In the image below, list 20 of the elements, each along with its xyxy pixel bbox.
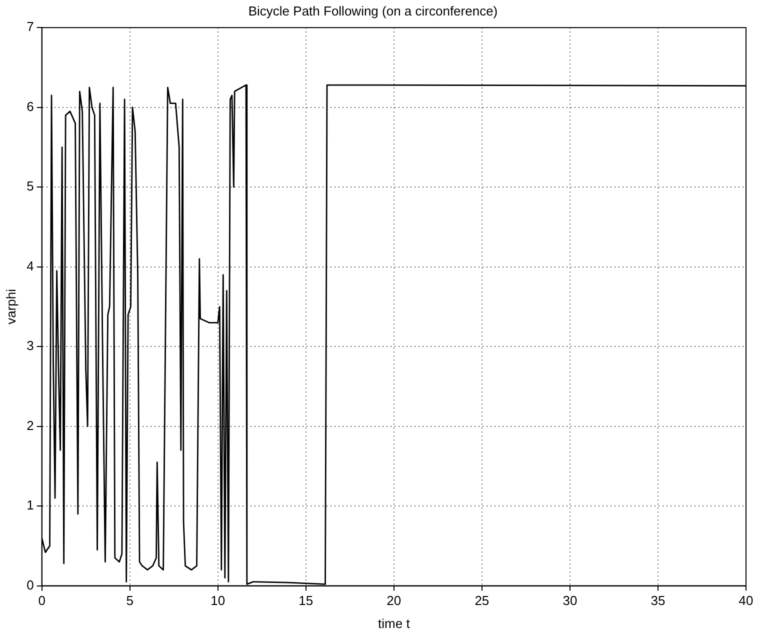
y-tick-label: 6 [26,98,34,114]
y-tick-label: 4 [26,258,34,274]
x-axis-title: time t [378,616,410,631]
x-tick-label: 10 [210,593,226,608]
x-tick-label: 15 [298,593,314,608]
y-tick-label: 3 [26,338,34,354]
x-tick-label: 40 [738,593,754,608]
y-axis-title: varphi [3,288,18,324]
y-tick-label: 2 [26,418,34,433]
x-tick-label: 25 [474,593,490,608]
x-tick-label: 35 [650,593,666,608]
x-tick-label: 0 [38,593,46,608]
y-tick-label: 5 [26,178,34,194]
chart-title: Bicycle Path Following (on a circonference) [248,3,498,18]
y-tick-label: 1 [26,498,34,513]
y-tick-label: 7 [26,19,34,34]
y-tick-label: 0 [26,577,34,592]
x-tick-label: 5 [126,593,134,608]
x-tick-label: 30 [562,593,578,608]
x-tick-label: 20 [386,593,402,608]
